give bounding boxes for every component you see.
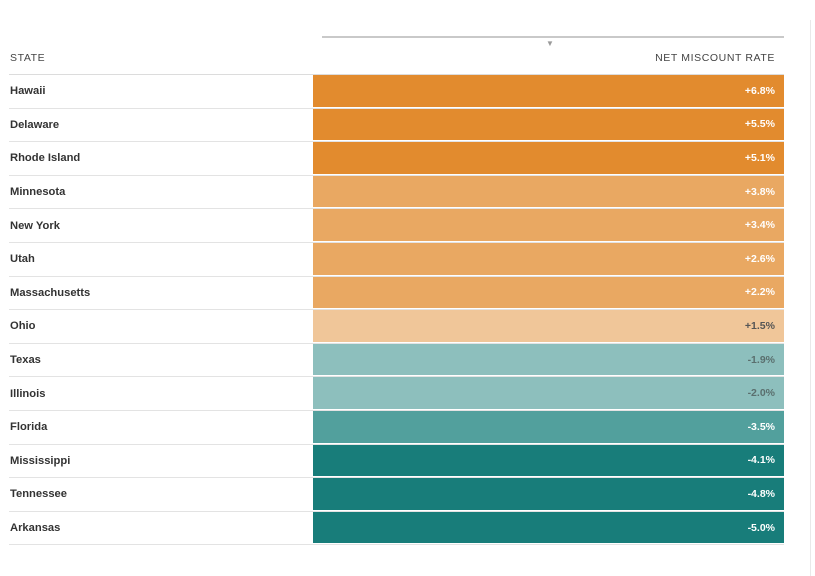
table-row: Minnesota +3.8% bbox=[9, 175, 784, 210]
rate-cell: +5.5% bbox=[313, 108, 784, 142]
rate-cell: -2.0% bbox=[313, 377, 784, 410]
column-header-net-miscount-rate[interactable]: NET MISCOUNT RATE bbox=[655, 52, 775, 64]
state-name: Mississippi bbox=[10, 454, 71, 467]
panel-divider bbox=[810, 20, 811, 576]
rate-value: +5.1% bbox=[744, 151, 775, 164]
rate-cell: -4.1% bbox=[313, 444, 784, 478]
state-name: New York bbox=[10, 219, 60, 232]
state-name: Texas bbox=[10, 354, 41, 367]
table-row: Florida -3.5% bbox=[9, 410, 784, 445]
table-row: Arkansas -5.0% bbox=[9, 511, 784, 546]
rate-value: -3.5% bbox=[747, 420, 775, 433]
rate-value: -4.8% bbox=[747, 487, 775, 500]
state-name: Rhode Island bbox=[10, 152, 81, 165]
table-row: Mississippi -4.1% bbox=[9, 444, 784, 479]
rate-cell: -5.0% bbox=[313, 511, 784, 545]
sort-indicator-bar[interactable] bbox=[322, 36, 784, 38]
caret-down-icon[interactable]: ▼ bbox=[546, 39, 554, 48]
table-row: Rhode Island +5.1% bbox=[9, 142, 784, 176]
rate-value: -2.0% bbox=[747, 387, 775, 400]
state-name: Illinois bbox=[10, 387, 46, 400]
rate-cell: +2.6% bbox=[313, 242, 784, 276]
state-name: Arkansas bbox=[10, 522, 61, 535]
state-name: Utah bbox=[10, 253, 35, 266]
state-name: Florida bbox=[10, 421, 48, 434]
rate-value: +2.6% bbox=[744, 252, 775, 265]
state-name: Ohio bbox=[10, 320, 36, 333]
rate-cell: +6.8% bbox=[313, 75, 784, 108]
rate-value: +2.2% bbox=[744, 286, 775, 299]
rate-cell: -3.5% bbox=[313, 410, 784, 444]
rate-cell: -1.9% bbox=[313, 343, 784, 377]
table-row: New York +3.4% bbox=[9, 209, 784, 243]
table-row: Illinois -2.0% bbox=[9, 377, 784, 411]
rate-cell: +2.2% bbox=[313, 276, 784, 310]
rate-cell: +3.4% bbox=[313, 209, 784, 242]
rate-value: +3.4% bbox=[744, 219, 775, 232]
rate-value: -4.1% bbox=[747, 454, 775, 467]
table-row: Tennessee -4.8% bbox=[9, 478, 784, 512]
rate-cell: +3.8% bbox=[313, 175, 784, 209]
rate-value: +3.8% bbox=[744, 185, 775, 198]
state-name: Tennessee bbox=[10, 488, 68, 501]
state-name: Hawaii bbox=[10, 85, 46, 98]
table-row: Hawaii +6.8% bbox=[9, 75, 784, 109]
table-row: Texas -1.9% bbox=[9, 343, 784, 378]
state-name: Minnesota bbox=[10, 186, 66, 199]
column-header-state[interactable]: STATE bbox=[10, 52, 46, 64]
rate-value: -1.9% bbox=[747, 353, 775, 366]
rate-value: +6.8% bbox=[744, 84, 775, 97]
table-body: Hawaii +6.8% Delaware +5.5% Rhode Island +5.1… bbox=[9, 75, 784, 546]
rate-cell: -4.8% bbox=[313, 478, 784, 511]
rate-value: +5.5% bbox=[744, 118, 775, 131]
rate-value: -5.0% bbox=[747, 521, 775, 534]
rate-cell: +1.5% bbox=[313, 310, 784, 343]
state-name: Delaware bbox=[10, 118, 60, 131]
table-row: Delaware +5.5% bbox=[9, 108, 784, 143]
table-row: Ohio +1.5% bbox=[9, 310, 784, 344]
table-row: Massachusetts +2.2% bbox=[9, 276, 784, 311]
table-row: Utah +2.6% bbox=[9, 242, 784, 277]
state-name: Massachusetts bbox=[10, 286, 91, 299]
rate-value: +1.5% bbox=[744, 319, 775, 332]
rate-cell: +5.1% bbox=[313, 142, 784, 175]
table-header: STATE NET MISCOUNT RATE bbox=[9, 50, 784, 75]
